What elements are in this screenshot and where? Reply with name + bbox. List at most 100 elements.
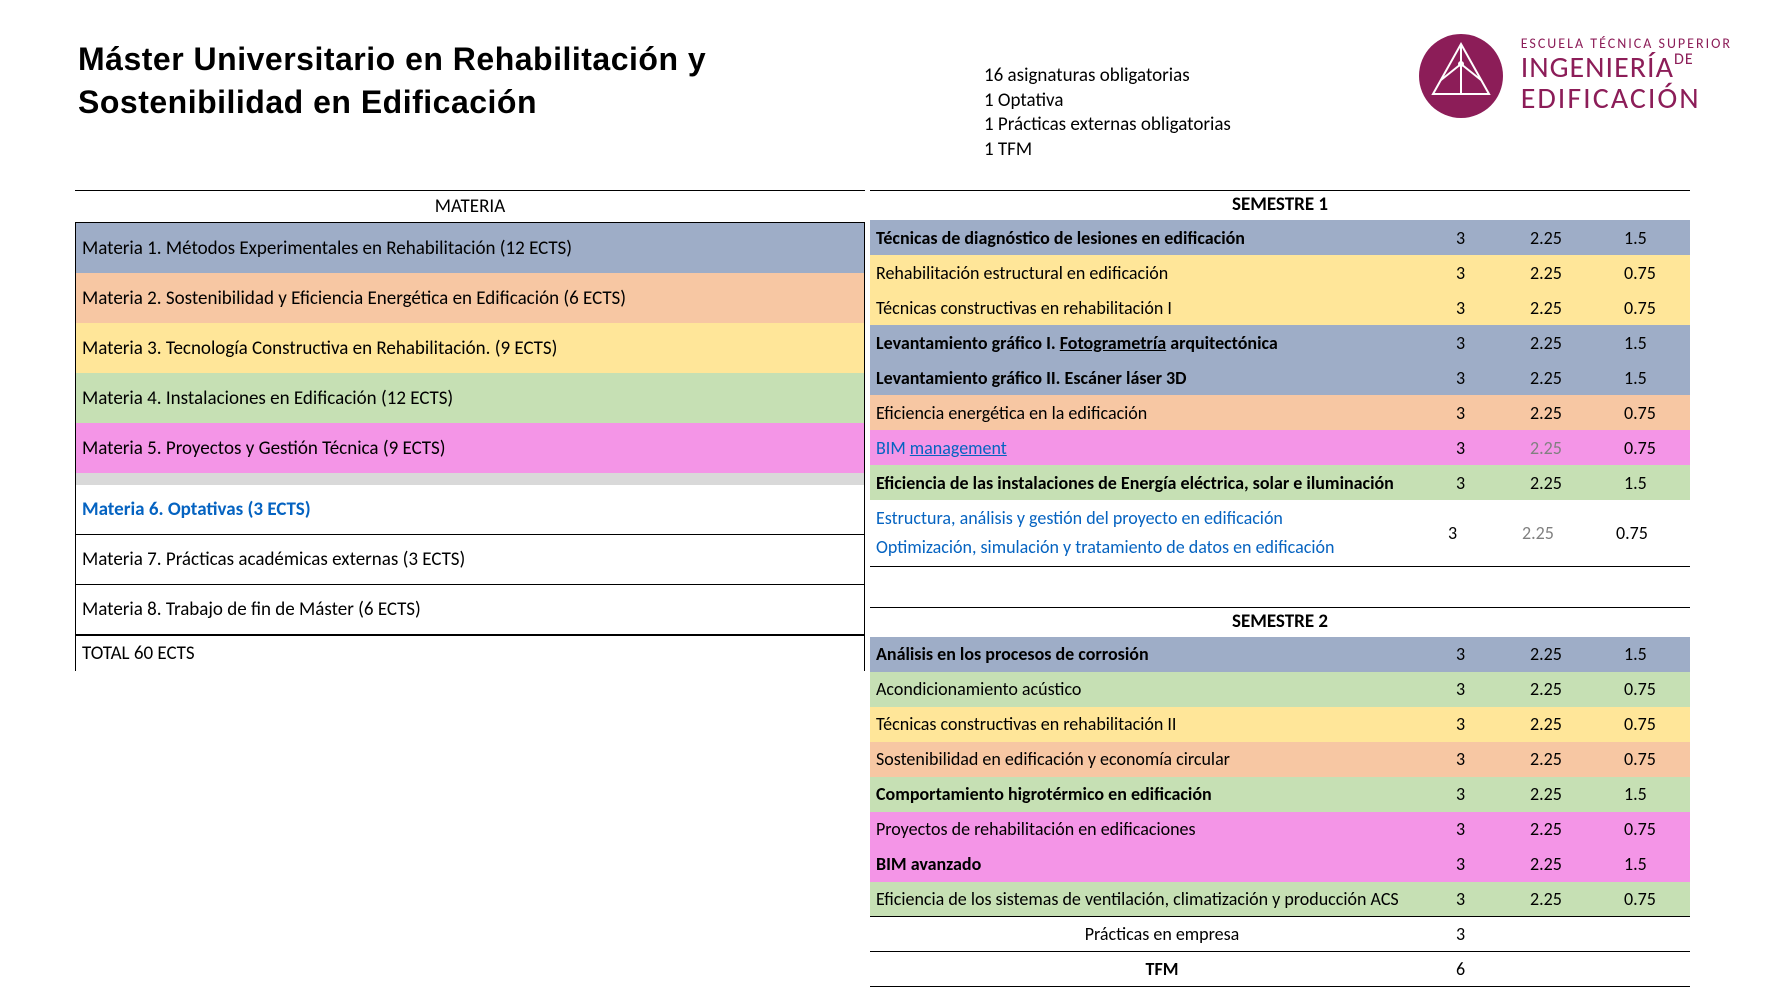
subject-name: Rehabilitación estructural en edificació…: [876, 262, 1448, 284]
page-title: Máster Universitario en Rehabilitación y…: [78, 38, 898, 124]
practicas-label: Prácticas en empresa: [876, 923, 1448, 945]
subject-name: Análisis en los procesos de corrosión: [876, 643, 1448, 665]
col-c3: 2.25: [1522, 888, 1616, 910]
subject-row: Proyectos de rehabilitación en edificaci…: [870, 812, 1690, 847]
col-c4: 0.75: [1616, 262, 1690, 284]
col-c4: 1.5: [1616, 367, 1690, 389]
summary-line: 16 asignaturas obligatorias: [984, 64, 1231, 89]
subject-row: BIM management32.250.75: [870, 430, 1690, 465]
opt-c3: 2.25: [1522, 522, 1616, 544]
col-ects: 3: [1448, 367, 1522, 389]
optativa-line-1: Estructura, análisis y gestión del proye…: [876, 504, 1448, 533]
col-c3: 2.25: [1522, 748, 1616, 770]
col-c3: 2.25: [1522, 678, 1616, 700]
materia-total: TOTAL 60 ECTS: [75, 635, 865, 671]
tfm-c2: 6: [1448, 958, 1522, 980]
col-c3: 2.25: [1522, 643, 1616, 665]
practicas-row: Prácticas en empresa 3: [870, 917, 1690, 952]
col-c4: 1.5: [1616, 643, 1690, 665]
materia-spacer: [75, 473, 865, 485]
subject-name: Eficiencia energética en la edificación: [876, 402, 1448, 424]
subject-name: Comportamiento higrotérmico en edificaci…: [876, 783, 1448, 805]
col-ects: 3: [1448, 402, 1522, 424]
col-ects: 3: [1448, 262, 1522, 284]
subject-row: Eficiencia de los sistemas de ventilació…: [870, 882, 1690, 917]
practicas-c2: 3: [1448, 923, 1522, 945]
subject-row: Levantamiento gráfico II. Escáner láser …: [870, 360, 1690, 395]
col-ects: 3: [1448, 818, 1522, 840]
subject-name: Técnicas de diagnóstico de lesiones en e…: [876, 227, 1448, 249]
materia-row: Materia 3. Tecnología Constructiva en Re…: [75, 323, 865, 373]
col-c4: 0.75: [1616, 818, 1690, 840]
col-c4: 0.75: [1616, 437, 1690, 459]
opt-c4: 0.75: [1616, 522, 1690, 544]
subject-name: Técnicas constructivas en rehabilitación…: [876, 713, 1448, 735]
col-ects: 3: [1448, 472, 1522, 494]
col-ects: 3: [1448, 748, 1522, 770]
col-ects: 3: [1448, 713, 1522, 735]
subject-row: Eficiencia energética en la edificación3…: [870, 395, 1690, 430]
subject-name: Levantamiento gráfico I. Fotogrametría a…: [876, 332, 1448, 354]
school-logo: ESCUELA TÉCNICA SUPERIOR INGENIERÍADE ED…: [1419, 34, 1732, 118]
materia-row: Materia 2. Sostenibilidad y Eficiencia E…: [75, 273, 865, 323]
materia-row: Materia 5. Proyectos y Gestión Técnica (…: [75, 423, 865, 473]
col-c4: 0.75: [1616, 748, 1690, 770]
col-c3: 2.25: [1522, 818, 1616, 840]
opt-c2: 3: [1448, 522, 1522, 544]
col-ects: 3: [1448, 227, 1522, 249]
col-ects: 3: [1448, 888, 1522, 910]
col-ects: 3: [1448, 643, 1522, 665]
col-c4: 0.75: [1616, 713, 1690, 735]
subject-row: Eficiencia de las instalaciones de Energ…: [870, 465, 1690, 500]
col-ects: 3: [1448, 332, 1522, 354]
summary-line: 1 TFM: [984, 138, 1231, 163]
col-c3: 2.25: [1522, 367, 1616, 389]
materia-header: MATERIA: [75, 191, 865, 223]
col-c3: 2.25: [1522, 472, 1616, 494]
subject-name: Técnicas constructivas en rehabilitación…: [876, 297, 1448, 319]
col-ects: 3: [1448, 853, 1522, 875]
summary-block: 16 asignaturas obligatorias 1 Optativa 1…: [984, 64, 1231, 163]
col-c4: 1.5: [1616, 332, 1690, 354]
col-c4: 1.5: [1616, 227, 1690, 249]
col-c4: 0.75: [1616, 678, 1690, 700]
logo-text-2: INGENIERÍADE: [1521, 52, 1732, 84]
col-ects: 3: [1448, 297, 1522, 319]
subject-row: Comportamiento higrotérmico en edificaci…: [870, 777, 1690, 812]
logo-text-3: EDIFICACIÓN: [1521, 83, 1732, 115]
col-c3: 2.25: [1522, 297, 1616, 319]
col-c3: 2.25: [1522, 437, 1616, 459]
subject-row: Sostenibilidad en edificación y economía…: [870, 742, 1690, 777]
col-c3: 2.25: [1522, 402, 1616, 424]
subject-name: BIM avanzado: [876, 853, 1448, 875]
logo-icon: [1419, 34, 1503, 118]
col-ects: 3: [1448, 678, 1522, 700]
col-c4: 0.75: [1616, 402, 1690, 424]
sem1-header: SEMESTRE 1: [870, 190, 1690, 220]
summary-line: 1 Prácticas externas obligatorias: [984, 113, 1231, 138]
optativa-line-2: Optimización, simulación y tratamiento d…: [876, 533, 1448, 562]
materia-row: Materia 7. Prácticas académicas externas…: [75, 535, 865, 585]
col-c4: 0.75: [1616, 888, 1690, 910]
summary-line: 1 Optativa: [984, 89, 1231, 114]
subject-name: Eficiencia de los sistemas de ventilació…: [876, 888, 1448, 910]
subject-row: Técnicas constructivas en rehabilitación…: [870, 290, 1690, 325]
semesters: SEMESTRE 1 Técnicas de diagnóstico de le…: [870, 190, 1690, 987]
col-c3: 2.25: [1522, 783, 1616, 805]
materia-row: Materia 8. Trabajo de fin de Máster (6 E…: [75, 585, 865, 635]
materia-row: Materia 1. Métodos Experimentales en Reh…: [75, 223, 865, 273]
subject-row: Análisis en los procesos de corrosión32.…: [870, 637, 1690, 672]
tfm-row: TFM 6: [870, 952, 1690, 987]
materia-row: Materia 6. Optativas (3 ECTS): [75, 485, 865, 535]
col-c4: 1.5: [1616, 472, 1690, 494]
materia-table: MATERIA Materia 1. Métodos Experimentale…: [75, 190, 865, 671]
sem2-header: SEMESTRE 2: [870, 607, 1690, 637]
col-c4: 0.75: [1616, 297, 1690, 319]
subject-row: Acondicionamiento acústico32.250.75: [870, 672, 1690, 707]
col-ects: 3: [1448, 783, 1522, 805]
subject-row: BIM avanzado32.251.5: [870, 847, 1690, 882]
subject-row: Rehabilitación estructural en edificació…: [870, 255, 1690, 290]
col-c3: 2.25: [1522, 227, 1616, 249]
col-c4: 1.5: [1616, 853, 1690, 875]
col-c3: 2.25: [1522, 262, 1616, 284]
